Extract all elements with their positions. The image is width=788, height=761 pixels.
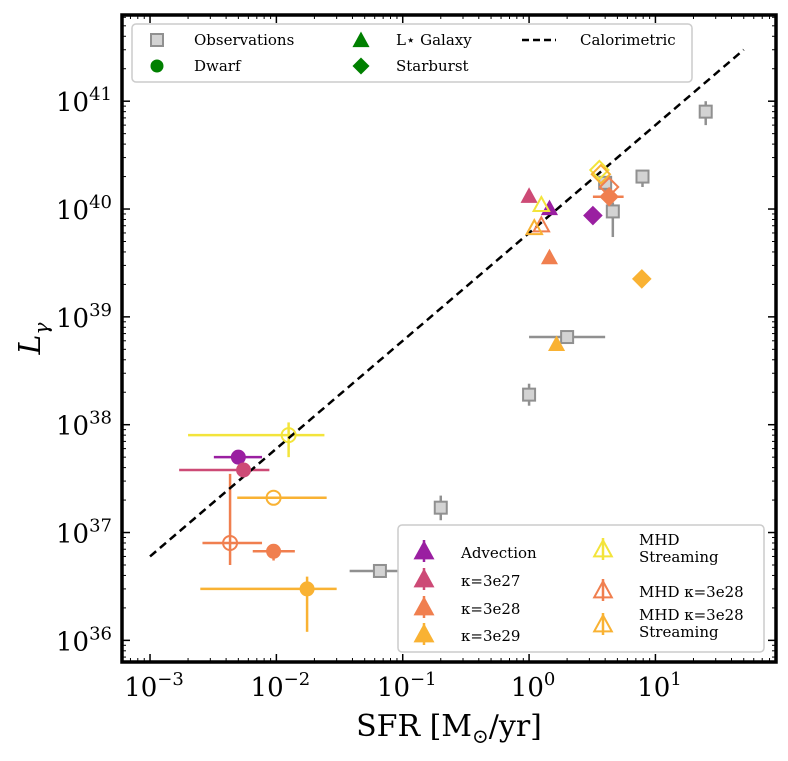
calorimetric-line	[149, 48, 745, 558]
legend-top-label-2: L⋆ Galaxy	[396, 31, 472, 49]
mhd_k3e28-point-2	[598, 176, 620, 198]
legend-mhd_k3e28_streaming-label-0: MHD κ=3e28	[639, 606, 744, 624]
mhd_k3e28_streaming-point-0	[265, 489, 282, 506]
mhd_streaming-point-1	[531, 194, 551, 213]
y-tick-label-1: 1037	[56, 516, 112, 550]
legend-advection-icon	[413, 540, 435, 560]
x-tick-label-3: 100	[511, 669, 556, 703]
k3e28-point-1	[540, 248, 559, 265]
x-axis-title: SFR [M⊙/yr]	[356, 709, 542, 748]
observations-point-1	[635, 169, 650, 184]
mhd_k3e28_streaming-point-2	[590, 163, 612, 185]
x-tick-label-0: 10−3	[124, 669, 184, 703]
observations-point-6	[433, 500, 448, 515]
observations-point-4	[560, 330, 575, 345]
legend-mhd_k3e28_streaming-label-1: Streaming	[639, 623, 719, 641]
legend-k3e28-label-0: κ=3e28	[461, 600, 520, 618]
advection-point-0	[230, 449, 246, 465]
legend-observations-icon	[150, 33, 164, 47]
legend-top-box	[131, 23, 693, 83]
mhd_streaming-point-2	[588, 159, 610, 181]
legend-top: Observations Dwarf L⋆ Galaxy Starburst Calor…	[131, 23, 693, 83]
legend-starburst-icon	[352, 57, 370, 75]
legend-top-label-1: Dwarf	[194, 57, 242, 75]
legend-mhd_streaming-label-0: MHD	[639, 531, 679, 549]
y-tick-label-5: 1041	[56, 84, 112, 118]
observations-point-0	[698, 104, 713, 119]
legend-bottom: Advectionκ=3e27κ=3e28κ=3e29MHDStreamingM…	[397, 524, 765, 653]
calorimetric-line-layer	[149, 48, 745, 558]
advection-point-2	[583, 205, 603, 226]
plot-frame	[120, 13, 778, 664]
legend-top-label-0: Observations	[194, 31, 294, 49]
legend-advection-label-0: Advection	[460, 544, 537, 562]
observations-point-5	[522, 387, 537, 402]
legend-mhd_k3e28_streaming-icon	[592, 613, 614, 633]
mhd_k3e28-point-0	[222, 534, 239, 551]
y-tick-label-2: 1038	[56, 408, 112, 442]
y-tick-label-3: 1039	[56, 300, 112, 334]
observations-point-7	[372, 563, 387, 578]
k3e27-point-0	[236, 462, 252, 478]
y-tick-label-0: 1036	[56, 623, 112, 657]
legend-mhd_streaming-label-1: Streaming	[639, 548, 719, 566]
axis-labels: 10−3 10−2 10−1 100 101 1036 1037 1038 1039 1040 10…	[13, 84, 682, 748]
observations-point-3	[605, 204, 620, 219]
k3e28-point-0	[266, 543, 282, 559]
x-tick-label-1: 10−2	[251, 669, 311, 703]
data-markers	[222, 104, 713, 597]
legend-k3e29-icon	[413, 623, 435, 643]
k3e27-point-1	[520, 187, 538, 203]
k3e29-point-2	[631, 269, 652, 289]
legend-mhd_k3e28-label-0: MHD κ=3e28	[639, 583, 744, 601]
legend-top-label-3: Starburst	[396, 57, 469, 75]
legend-k3e27-icon	[413, 568, 435, 588]
mhd_k3e28_streaming-point-1	[524, 218, 544, 236]
legend-lgalaxy-icon	[352, 31, 370, 48]
x-tick-label-2: 10−1	[377, 669, 437, 703]
y-axis-title: Lγ	[13, 323, 53, 356]
legend-k3e27-label-0: κ=3e27	[461, 572, 520, 590]
axes	[120, 13, 778, 664]
mhd_streaming-point-0	[280, 427, 297, 444]
x-tick-label-4: 101	[637, 669, 682, 703]
k3e29-point-1	[548, 335, 566, 351]
legend-k3e28-icon	[413, 596, 435, 616]
legend-bottom-box	[397, 524, 765, 653]
legend-top-label-4: Calorimetric	[580, 31, 676, 49]
legend-mhd_k3e28-icon	[592, 579, 614, 599]
y-tick-label-4: 1040	[56, 192, 112, 226]
legend-k3e29-label-0: κ=3e29	[461, 627, 520, 645]
legend-dwarf-icon	[150, 59, 164, 73]
k3e29-point-0	[299, 581, 315, 597]
legend-mhd_streaming-icon	[592, 538, 614, 558]
